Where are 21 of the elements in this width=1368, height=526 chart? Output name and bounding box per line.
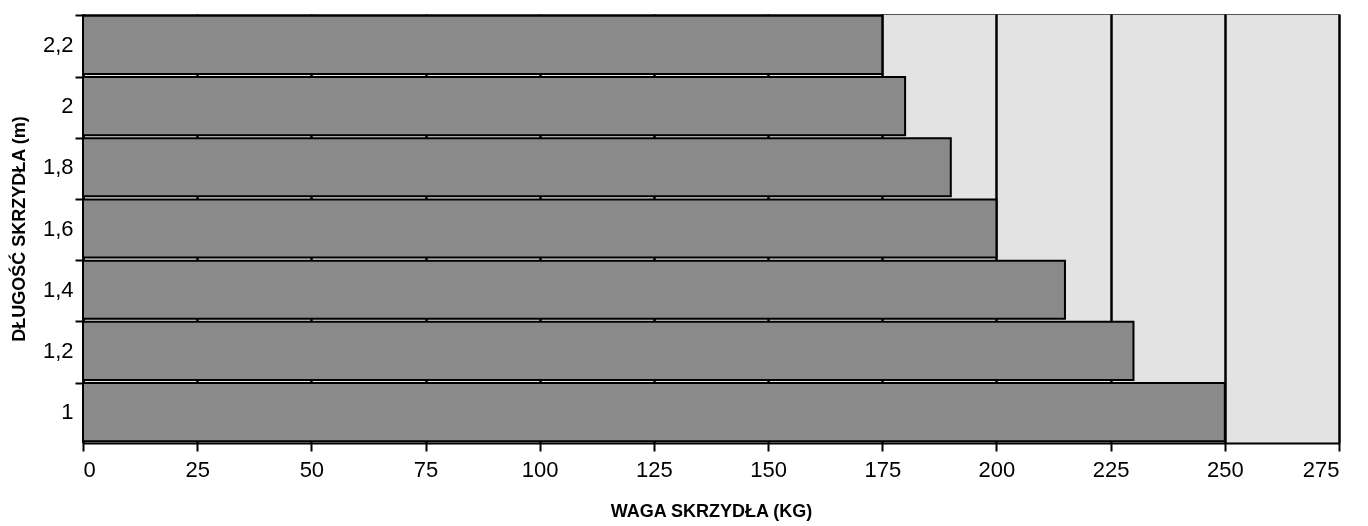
y-tick-label: 1,2 (42, 337, 74, 363)
y-tick-label: 1,6 (42, 215, 74, 241)
y-axis-title: DŁUGOŚĆ SKRZYDŁA (m) (7, 116, 29, 342)
x-tick-label: 25 (185, 456, 210, 482)
x-tick-label: 150 (750, 456, 787, 482)
y-tick-label: 1 (61, 399, 74, 425)
x-tick-label: 0 (83, 456, 96, 482)
x-axis-title: WAGA SKRZYDŁA (KG) (610, 500, 813, 521)
x-tick-label: 200 (978, 456, 1016, 482)
y-tick-label: 2,2 (42, 31, 74, 57)
x-tick-label: 225 (1092, 456, 1130, 482)
x-tick-label: 250 (1206, 456, 1244, 482)
x-tick-label: 125 (636, 456, 673, 482)
y-tick-label: 1,4 (42, 276, 74, 302)
y-tick-label: 1,8 (42, 154, 74, 180)
x-tick-label: 175 (864, 456, 902, 482)
x-tick-label: 50 (299, 456, 325, 482)
x-tick-label: 100 (521, 456, 559, 482)
x-tick-label: 275 (1302, 456, 1340, 482)
y-tick-label: 2 (61, 93, 74, 119)
x-tick-label: 75 (413, 456, 439, 482)
